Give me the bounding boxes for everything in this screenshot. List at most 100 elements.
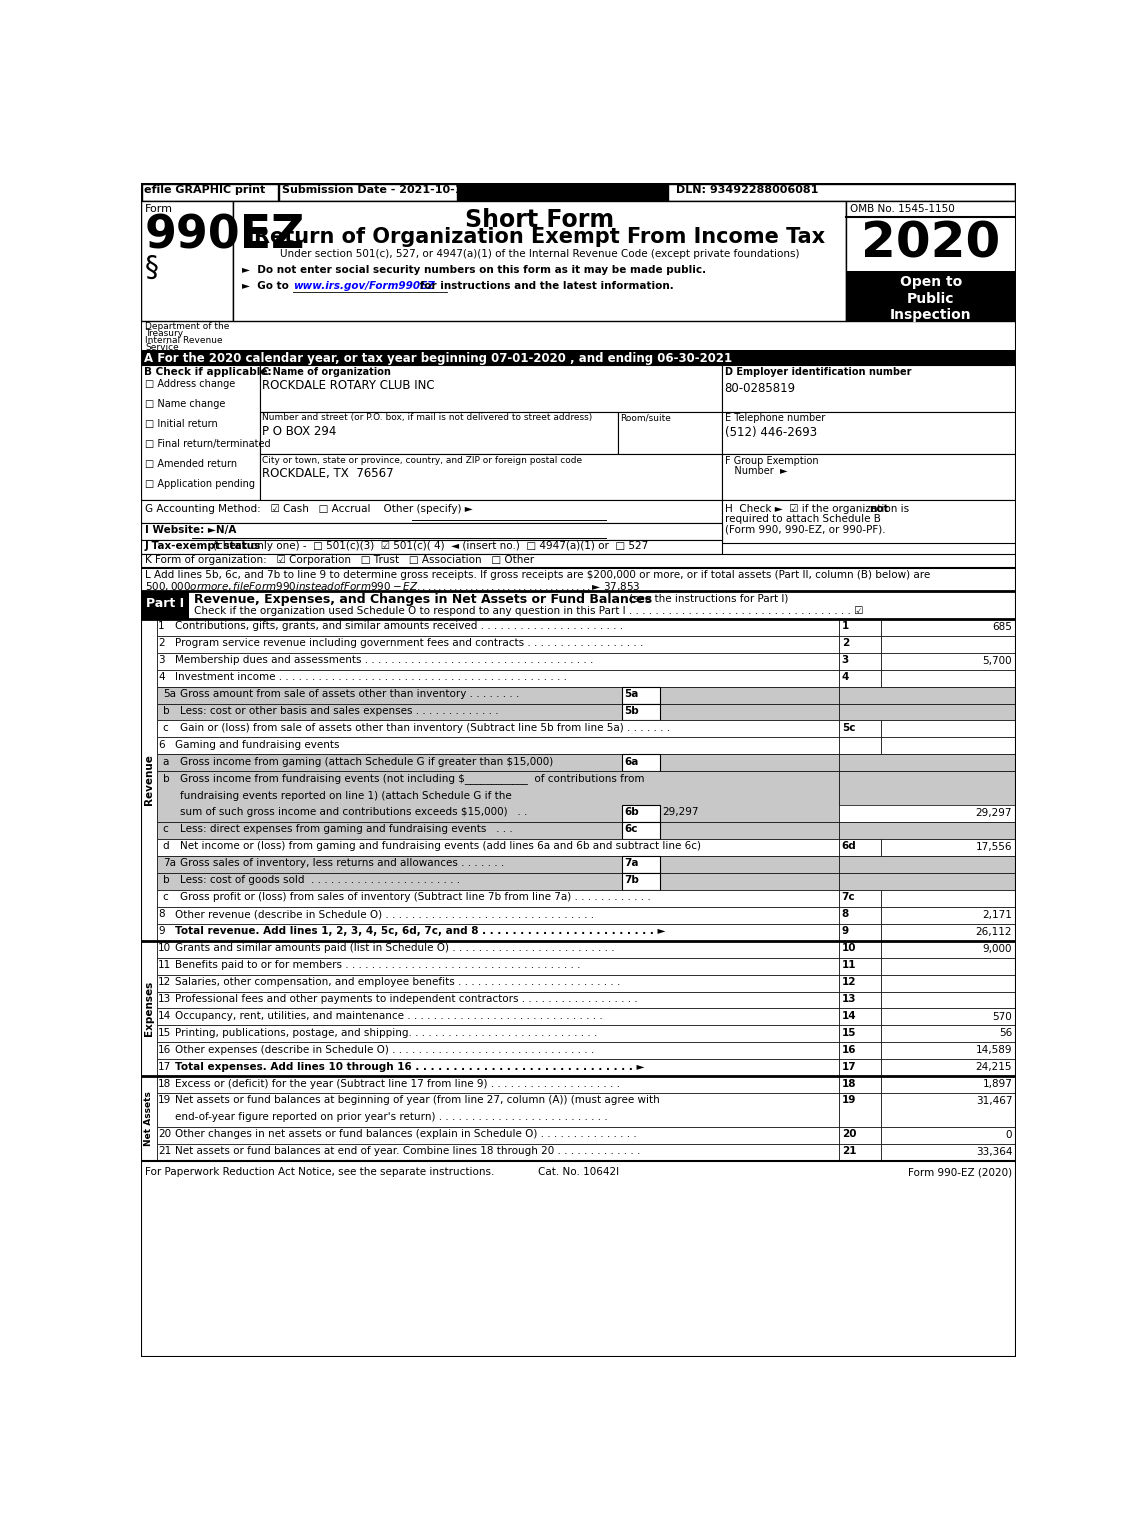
- Text: For Paperwork Reduction Act Notice, see the separate instructions.: For Paperwork Reduction Act Notice, see …: [145, 1167, 495, 1177]
- Text: Open to
Public
Inspection: Open to Public Inspection: [890, 276, 972, 322]
- Text: 12: 12: [158, 978, 172, 987]
- Text: a: a: [163, 756, 169, 767]
- Bar: [839, 1042, 882, 1060]
- Text: not: not: [869, 505, 890, 514]
- Text: Short Form: Short Form: [465, 207, 614, 232]
- Text: 1: 1: [158, 621, 165, 631]
- Bar: [882, 738, 1016, 755]
- Text: Service: Service: [145, 343, 178, 352]
- Text: Submission Date - 2021-10-15: Submission Date - 2021-10-15: [282, 185, 471, 195]
- Bar: [882, 1025, 1016, 1042]
- Bar: [141, 500, 723, 523]
- Text: 18: 18: [842, 1078, 856, 1089]
- Text: 10: 10: [842, 942, 856, 953]
- Bar: [723, 500, 1016, 543]
- Bar: [157, 941, 839, 958]
- Text: 29,297: 29,297: [663, 807, 699, 817]
- Bar: [157, 991, 839, 1008]
- Text: 2: 2: [842, 637, 849, 648]
- Bar: [839, 1008, 882, 1025]
- Bar: [882, 1127, 1016, 1144]
- Text: 21: 21: [842, 1147, 856, 1156]
- Text: 6d: 6d: [842, 842, 857, 851]
- Bar: [141, 554, 1016, 567]
- Text: efile GRAPHIC print: efile GRAPHIC print: [145, 185, 265, 195]
- Text: Gross profit or (loss) from sales of inventory (Subtract line 7b from line 7a) .: Gross profit or (loss) from sales of inv…: [180, 892, 650, 903]
- Text: $500,000 or more, file Form 990 instead of Form 990-EZ . . . . . . . . . . . . .: $500,000 or more, file Form 990 instead …: [145, 580, 640, 593]
- Bar: [622, 872, 660, 891]
- Text: Under section 501(c), 527, or 4947(a)(1) of the Internal Revenue Code (except pr: Under section 501(c), 527, or 4947(a)(1)…: [280, 249, 799, 259]
- Text: Less: cost of goods sold  . . . . . . . . . . . . . . . . . . . . . . .: Less: cost of goods sold . . . . . . . .…: [180, 875, 460, 884]
- Bar: [622, 856, 660, 872]
- Text: 9: 9: [158, 926, 165, 936]
- Bar: [723, 366, 1016, 412]
- Bar: [882, 1008, 1016, 1025]
- Text: Part I: Part I: [146, 598, 184, 610]
- Text: 17: 17: [842, 1061, 857, 1072]
- Bar: [882, 720, 1016, 738]
- Text: Return of Organization Exempt From Income Tax: Return of Organization Exempt From Incom…: [254, 227, 825, 247]
- Bar: [142, 185, 278, 201]
- Text: 2: 2: [158, 637, 165, 648]
- Text: D Employer identification number: D Employer identification number: [725, 368, 911, 377]
- Text: 1,897: 1,897: [982, 1080, 1013, 1089]
- Bar: [157, 822, 839, 839]
- Text: c: c: [163, 723, 168, 734]
- Bar: [839, 924, 882, 941]
- Text: Net assets or fund balances at beginning of year (from line 27, column (A)) (mus: Net assets or fund balances at beginning…: [175, 1095, 660, 1106]
- Text: 2020: 2020: [861, 220, 1000, 268]
- Text: 3: 3: [158, 656, 165, 665]
- Bar: [839, 872, 1016, 891]
- Text: 1: 1: [842, 621, 849, 631]
- Bar: [839, 1144, 882, 1161]
- Bar: [260, 366, 723, 412]
- Bar: [260, 412, 618, 454]
- Text: 15: 15: [158, 1028, 172, 1037]
- Text: Gross income from gaming (attach Schedule G if greater than $15,000): Gross income from gaming (attach Schedul…: [180, 756, 553, 767]
- Text: Professional fees and other payments to independent contractors . . . . . . . . : Professional fees and other payments to …: [175, 994, 638, 1003]
- Bar: [141, 523, 723, 540]
- Text: B Check if applicable:: B Check if applicable:: [145, 368, 272, 377]
- Text: Gain or (loss) from sale of assets other than inventory (Subtract line 5b from l: Gain or (loss) from sale of assets other…: [180, 723, 669, 734]
- Text: 11: 11: [842, 959, 856, 970]
- Text: 8: 8: [842, 909, 849, 920]
- Bar: [839, 669, 882, 686]
- Bar: [839, 839, 882, 856]
- Bar: [157, 738, 839, 755]
- Text: 685: 685: [992, 622, 1013, 631]
- Bar: [157, 1093, 839, 1127]
- Text: c: c: [163, 892, 168, 903]
- Text: required to attach Schedule B: required to attach Schedule B: [725, 514, 881, 525]
- Bar: [882, 653, 1016, 669]
- Text: Net assets or fund balances at end of year. Combine lines 18 through 20 . . . . : Net assets or fund balances at end of ye…: [175, 1147, 640, 1156]
- Text: (Form 990, 990-EZ, or 990-PF).: (Form 990, 990-EZ, or 990-PF).: [725, 525, 885, 534]
- Text: Cat. No. 10642I: Cat. No. 10642I: [537, 1167, 619, 1177]
- Text: Room/suite: Room/suite: [620, 413, 671, 422]
- Text: 33,364: 33,364: [975, 1147, 1013, 1157]
- Text: 12: 12: [842, 978, 856, 987]
- Text: 3: 3: [842, 656, 849, 665]
- Text: OMB No. 1545-1150: OMB No. 1545-1150: [850, 204, 955, 214]
- Bar: [279, 185, 457, 201]
- Bar: [157, 924, 839, 941]
- Bar: [839, 941, 882, 958]
- Bar: [141, 1077, 157, 1161]
- Text: Net Assets: Net Assets: [145, 1090, 154, 1145]
- Text: b: b: [163, 773, 169, 784]
- Text: Revenue, Expenses, and Changes in Net Assets or Fund Balances: Revenue, Expenses, and Changes in Net As…: [194, 593, 656, 607]
- Text: 4: 4: [842, 673, 849, 682]
- Bar: [847, 201, 1016, 320]
- Text: ►  Do not enter social security numbers on this form as it may be made public.: ► Do not enter social security numbers o…: [242, 265, 706, 274]
- Text: (see the instructions for Part I): (see the instructions for Part I): [629, 593, 789, 604]
- Text: Investment income . . . . . . . . . . . . . . . . . . . . . . . . . . . . . . . : Investment income . . . . . . . . . . . …: [175, 673, 567, 682]
- Text: 20: 20: [158, 1130, 172, 1139]
- Text: J Tax-exempt status: J Tax-exempt status: [145, 541, 265, 551]
- Bar: [882, 907, 1016, 924]
- Text: Gross amount from sale of assets other than inventory . . . . . . . .: Gross amount from sale of assets other t…: [180, 689, 519, 698]
- Text: 7c: 7c: [842, 892, 856, 903]
- Bar: [618, 412, 723, 454]
- Text: 80-0285819: 80-0285819: [725, 383, 796, 395]
- Text: □ Amended return: □ Amended return: [145, 459, 237, 470]
- Text: b: b: [163, 875, 169, 884]
- Bar: [622, 755, 660, 772]
